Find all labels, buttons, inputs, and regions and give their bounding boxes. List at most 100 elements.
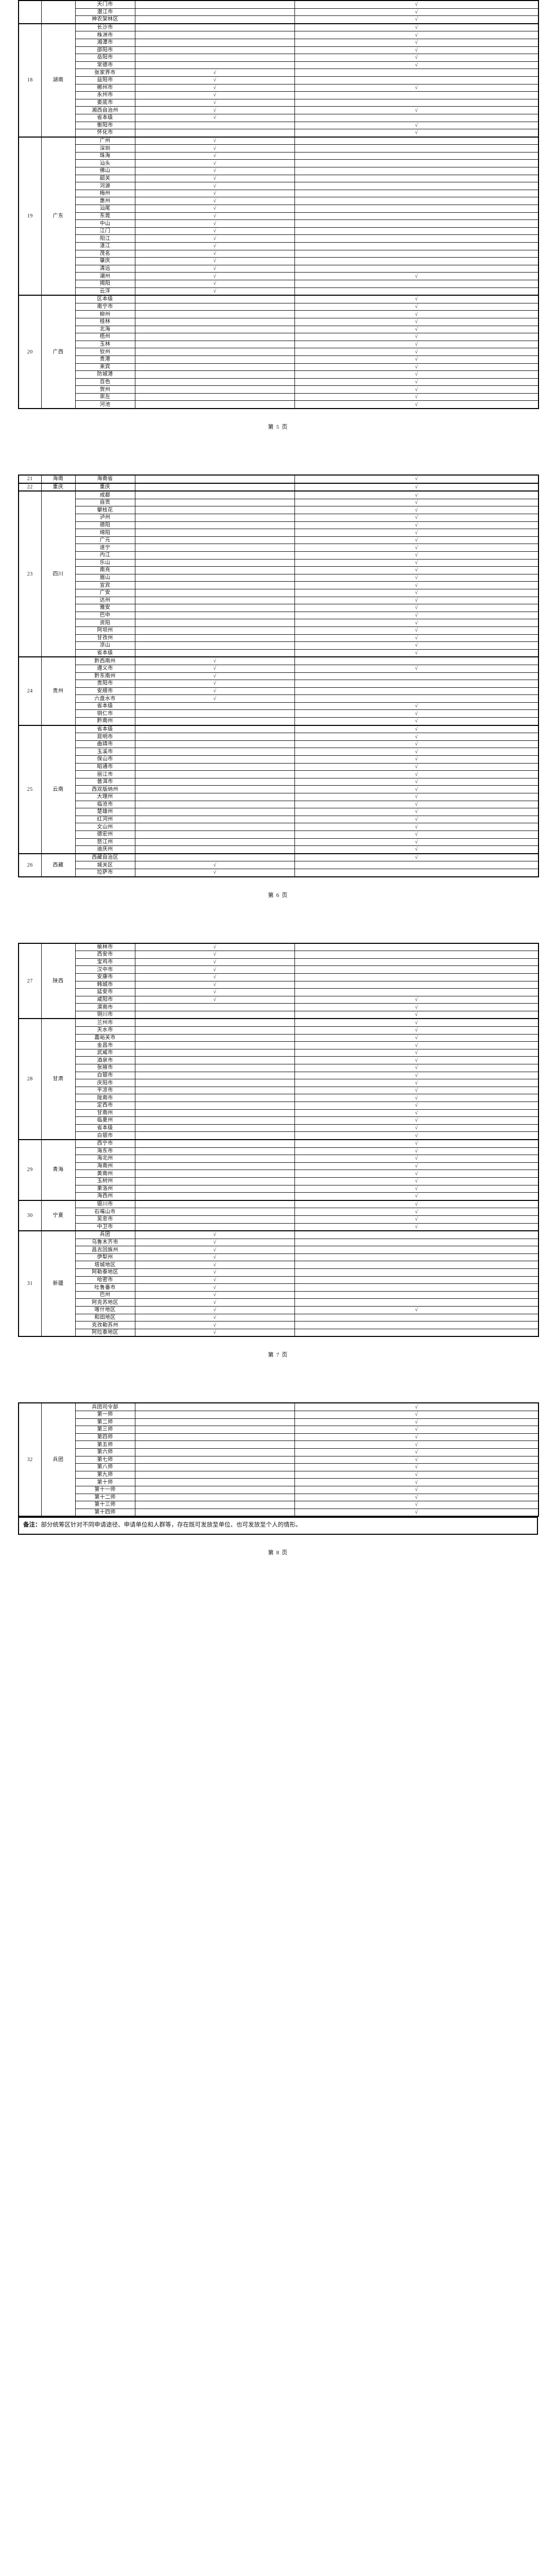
region-cell: 郴州市 [75,83,135,92]
region-cell: 湘西自治州 [75,106,135,114]
table-row: 梅州 √ [19,189,539,198]
issue-to-unit-cell [134,1402,295,1412]
issue-to-person-cell [294,136,539,145]
table-row: 云浮 √ [19,287,539,296]
issue-to-person-check-icon: √ [294,1048,539,1057]
remark-label: 备注： [23,1522,41,1529]
issue-to-person-cell [294,1276,539,1284]
document-page: 32 兵团 兵团司令部 √ 第一师 √ 第二师 √ 第三师 √ 第四师 √ 第五师 √ 第六师 √ 第七师 √ 第八… [0,1359,556,1556]
issue-to-person-check-icon: √ [294,482,539,492]
table-row: 石嘴山市 √ [19,1208,539,1216]
issue-to-unit-cell [134,129,295,138]
region-cell: 达州 [75,596,135,605]
issue-to-unit-cell [134,611,295,620]
issue-to-person-check-icon: √ [294,393,539,401]
region-cell: 河池 [75,400,135,409]
table-row: 株洲市 √ [19,31,539,39]
region-cell: 黔南州 [75,717,135,726]
row-index-cell: 30 [18,1199,42,1231]
issue-to-person-check-icon: √ [294,1026,539,1035]
issue-to-unit-check-icon: √ [134,76,295,84]
table-row: 郴州市 √ √ [19,83,539,92]
table-row: 黄南州 √ [19,1170,539,1178]
issue-to-unit-cell [134,770,295,778]
issue-to-unit-cell [134,581,295,589]
region-cell: 梧州 [75,333,135,341]
table-row: 泸州 √ [19,514,539,522]
table-row: 安顺市 √ [19,687,539,696]
region-cell: 果洛州 [75,1184,135,1193]
region-cell: 贵港 [75,355,135,364]
issue-to-person-cell [294,656,539,665]
issue-to-person-cell [294,234,539,243]
table-row: 绵阳 √ [19,529,539,537]
region-cell: 梅州 [75,189,135,198]
table-row: 玉树州 √ [19,1177,539,1185]
issue-to-person-check-icon: √ [294,551,539,560]
region-cell: 普洱市 [75,777,135,786]
issue-to-unit-cell [134,378,295,386]
issue-to-person-cell [294,98,539,107]
issue-to-unit-cell [134,23,295,32]
region-cell: 乌鲁木齐市 [75,1238,135,1247]
issue-to-person-check-icon: √ [294,853,539,862]
issue-to-unit-cell [134,317,295,326]
table-row: 佛山 √ [19,167,539,175]
region-cell: 长沙市 [75,23,135,32]
table-row: 吐鲁番市 √ [19,1283,539,1292]
issue-to-unit-check-icon: √ [134,242,295,250]
row-index-cell: 19 [18,136,42,296]
issue-to-unit-cell [134,755,295,764]
issue-to-unit-check-icon: √ [134,1261,295,1269]
region-cell: 延安市 [75,988,135,996]
table-row: 防城港 √ [19,370,539,379]
region-cell: 安康市 [75,973,135,981]
region-cell: 岳阳市 [75,54,135,62]
issue-to-person-check-icon: √ [294,1402,539,1412]
province-cell: 新疆 [41,1230,76,1337]
issue-to-unit-cell [134,1208,295,1216]
issue-to-person-check-icon: √ [294,838,539,846]
page-top-spacer [0,431,556,474]
issue-to-unit-cell [134,310,295,318]
table-row: 临夏州 √ [19,1116,539,1125]
issue-to-unit-cell [134,1071,295,1080]
issue-to-unit-cell [134,295,295,303]
page-number: 第 8 页 [268,1550,288,1556]
table-row: 18 湖南 长沙市 √ [18,23,539,138]
issue-to-person-check-icon: √ [294,1463,539,1471]
issue-to-unit-check-icon: √ [134,664,295,673]
region-cell: 张掖市 [75,1064,135,1072]
coverage-table: 32 兵团 兵团司令部 √ 第一师 √ 第二师 √ 第三师 √ 第四师 √ 第五师 √ 第六师 √ 第七师 √ 第八… [18,1402,539,1517]
table-row: 楚雄州 √ [19,808,539,816]
region-cell: 省本级 [75,113,135,122]
issue-to-unit-cell [134,1155,295,1163]
row-index-cell: 26 [18,853,42,877]
issue-to-person-check-icon: √ [294,1455,539,1464]
issue-to-person-check-icon: √ [294,845,539,854]
region-cell: 临夏州 [75,1116,135,1125]
region-cell: 南宁市 [75,302,135,311]
table-row: 乐山 √ [19,558,539,567]
region-cell: 怀化市 [75,129,135,138]
issue-to-unit-cell [134,363,295,371]
issue-to-person-cell [294,264,539,273]
table-row: 城关区 √ [19,861,539,869]
region-cell: 巴中 [75,611,135,620]
region-cell: 银川市 [75,1199,135,1209]
row-index-cell: 31 [18,1230,42,1337]
region-cell: 来宾 [75,363,135,371]
issue-to-person-check-icon: √ [294,664,539,673]
issue-to-person-check-icon: √ [294,61,539,70]
region-cell: 海北州 [75,1155,135,1163]
issue-to-person-check-icon: √ [294,46,539,55]
issue-to-person-check-icon: √ [294,544,539,552]
issue-to-unit-cell [134,498,295,507]
issue-to-unit-cell [134,748,295,756]
issue-to-unit-cell [134,1109,295,1117]
issue-to-person-check-icon: √ [294,1411,539,1419]
issue-to-unit-check-icon: √ [134,1298,295,1307]
region-cell: 城关区 [75,861,135,869]
region-cell: 庆阳市 [75,1079,135,1087]
issue-to-unit-cell [134,588,295,597]
